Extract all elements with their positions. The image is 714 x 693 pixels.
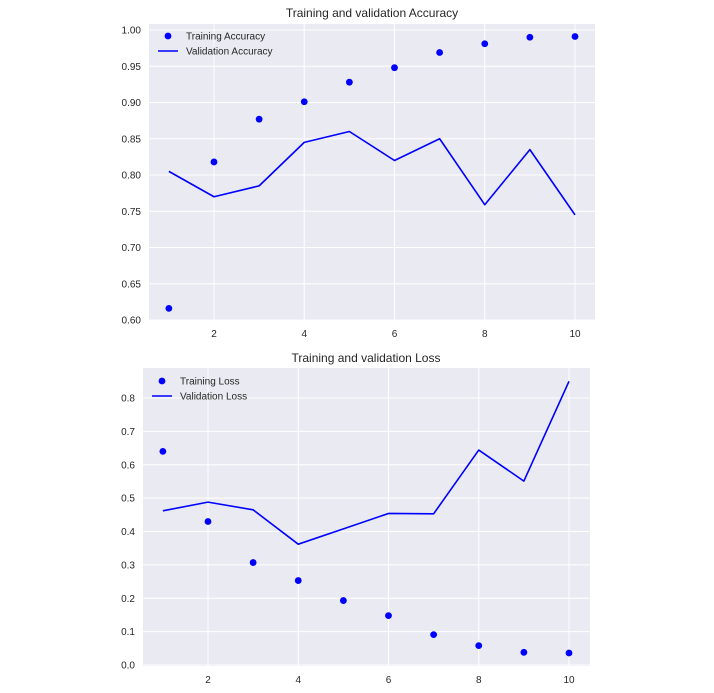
y-tick-label: 0.8: [121, 394, 135, 405]
x-tick-label: 10: [569, 329, 581, 340]
data-point: [339, 597, 347, 604]
legend-label: Validation Loss: [180, 392, 247, 403]
data-point: [565, 649, 573, 657]
y-tick-label: 0.3: [121, 560, 135, 571]
y-tick-label: 0.60: [122, 316, 142, 327]
y-tick-label: 0.0: [121, 661, 135, 672]
x-tick-label: 8: [476, 675, 482, 686]
loss-chart: Training and validation Loss 0.0 0.1 0.2 0.…: [121, 351, 590, 686]
x-tick-label: 6: [392, 329, 398, 340]
data-point: [210, 158, 218, 166]
x-tick-label: 2: [211, 329, 217, 340]
data-point: [520, 648, 528, 656]
y-tick-label: 0.7: [121, 427, 135, 438]
data-point: [165, 305, 173, 312]
y-tick-label: 0.5: [121, 494, 135, 505]
x-tick-label: 8: [482, 329, 488, 340]
series-line-1: [162, 380, 570, 545]
plot-area: [143, 368, 590, 666]
data-point: [345, 78, 353, 86]
y-tick-label: 0.1: [121, 627, 135, 638]
data-point: [294, 577, 302, 584]
accuracy-chart: Training and validation Accuracy 0.60 0.6…: [122, 6, 595, 340]
y-tick-label: 0.80: [122, 171, 142, 182]
x-tick-label: 4: [295, 675, 301, 686]
y-tick-label: 1.00: [122, 26, 142, 37]
data-point: [159, 448, 167, 455]
x-tick-label: 10: [563, 675, 575, 686]
y-tick-label: 0.85: [122, 134, 142, 145]
legend-marker-swatch: [164, 32, 172, 40]
data-point: [526, 33, 534, 41]
data-point: [481, 40, 489, 48]
y-tick-label: 0.65: [122, 279, 142, 290]
data-point: [249, 559, 257, 566]
y-tick-label: 0.2: [121, 594, 135, 605]
chart-title: Training and validation Loss: [292, 351, 441, 365]
y-tick-label: 0.6: [121, 460, 135, 471]
x-tick-label: 4: [301, 329, 307, 340]
chart-title: Training and validation Accuracy: [286, 6, 458, 20]
data-point: [204, 518, 212, 525]
data-point: [571, 33, 579, 40]
legend-marker-swatch: [158, 377, 166, 385]
series-line-1: [168, 130, 576, 216]
y-tick-label: 0.70: [122, 243, 142, 254]
y-tick-label: 0.95: [122, 62, 142, 73]
legend-label: Training Accuracy: [186, 32, 265, 43]
data-point: [475, 642, 483, 650]
x-tick-label: 2: [205, 675, 211, 686]
y-tick-label: 0.75: [122, 207, 142, 218]
data-point: [430, 631, 438, 639]
y-tick-label: 0.90: [122, 98, 142, 109]
data-point: [255, 115, 263, 123]
data-point: [385, 612, 392, 620]
legend-label: Validation Accuracy: [186, 47, 273, 58]
legend-label: Training Loss: [180, 377, 240, 388]
y-tick-label: 0.4: [121, 527, 135, 538]
plot-area: [149, 24, 595, 320]
x-tick-label: 6: [386, 675, 392, 686]
data-point: [436, 49, 444, 56]
data-point: [300, 98, 308, 106]
data-point: [391, 64, 398, 72]
